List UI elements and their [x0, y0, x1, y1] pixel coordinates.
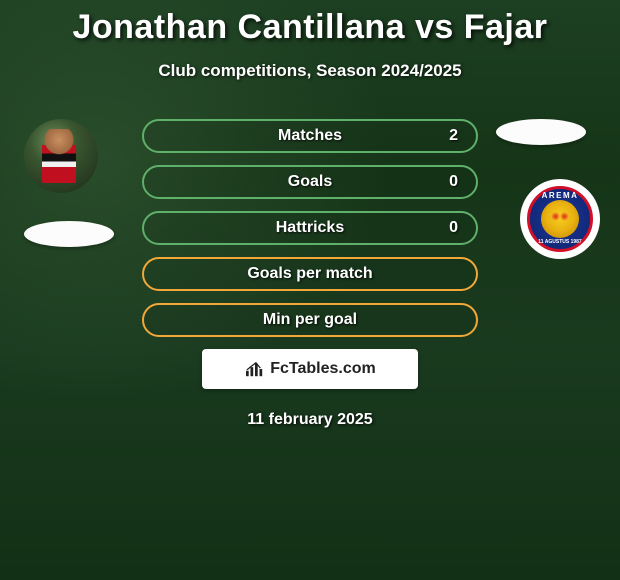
stat-label: Hattricks [276, 219, 344, 237]
stat-value: 0 [449, 219, 458, 237]
comparison-card: Jonathan Cantillana vs Fajar Club compet… [0, 0, 620, 429]
date-label: 11 february 2025 [0, 411, 620, 429]
player-photo-left [24, 119, 98, 193]
page-title: Jonathan Cantillana vs Fajar [0, 8, 620, 47]
club-badge-inner: AREMA 11 AGUSTUS 1987 [527, 186, 593, 252]
badge-text-top: AREMA [530, 191, 590, 200]
stat-label: Min per goal [263, 311, 357, 329]
logo-text: FcTables.com [270, 360, 376, 378]
bar-chart-icon [244, 360, 266, 378]
stat-value: 2 [449, 127, 458, 145]
subtitle: Club competitions, Season 2024/2025 [0, 61, 620, 81]
stat-pill: Goals per match [142, 257, 478, 291]
club-badge-right: AREMA 11 AGUSTUS 1987 [520, 179, 600, 259]
stat-pill: Goals 0 [142, 165, 478, 199]
placeholder-oval-right [496, 119, 586, 145]
stat-pill: Hattricks 0 [142, 211, 478, 245]
placeholder-oval-left [24, 221, 114, 247]
stat-pill: Min per goal [142, 303, 478, 337]
source-logo-bar: FcTables.com [202, 349, 418, 389]
stat-value: 0 [449, 173, 458, 191]
badge-text-bottom: 11 AGUSTUS 1987 [530, 239, 590, 245]
stat-pill-list: Matches 2 Goals 0 Hattricks 0 Goals per match M… [142, 119, 478, 337]
stat-label: Goals [288, 173, 332, 191]
lion-icon [541, 200, 579, 238]
stat-pill: Matches 2 [142, 119, 478, 153]
stat-label: Goals per match [247, 265, 372, 283]
stat-label: Matches [278, 127, 342, 145]
comparison-body: AREMA 11 AGUSTUS 1987 Matches2Goals0Hatt… [0, 119, 620, 429]
